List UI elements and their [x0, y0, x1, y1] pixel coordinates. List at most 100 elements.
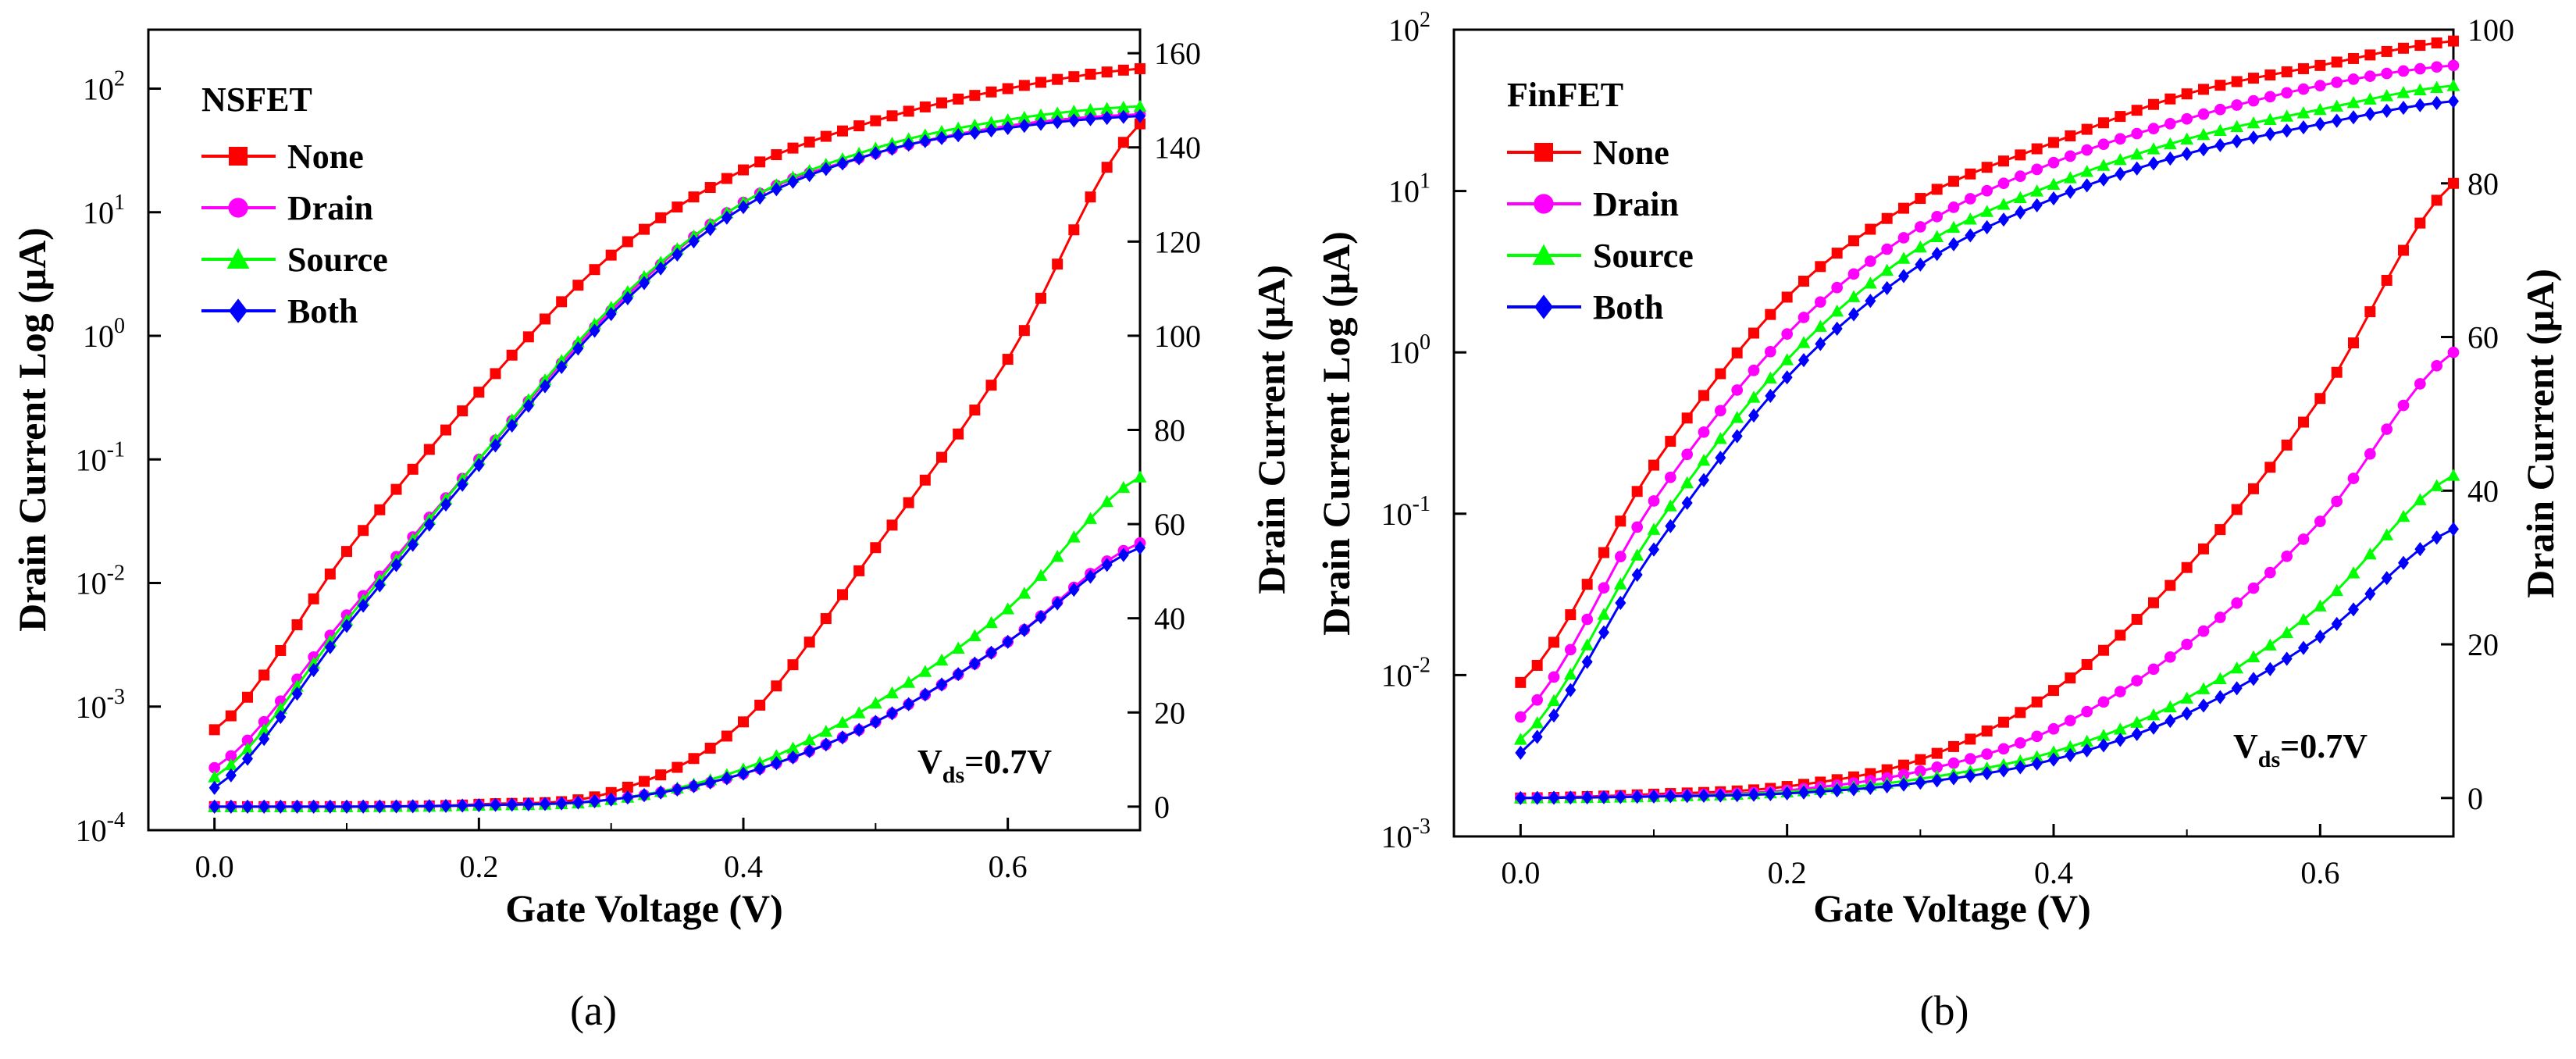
- data-point: [1680, 476, 1694, 489]
- data-point: [622, 291, 633, 305]
- data-point: [852, 706, 866, 718]
- data-point: [1913, 240, 1927, 253]
- data-point: [1865, 780, 1876, 795]
- data-point: [2081, 178, 2093, 193]
- data-point: [2131, 127, 2143, 140]
- data-point: [1865, 223, 1876, 235]
- data-point: [2413, 83, 2427, 95]
- data-point: [1781, 370, 1793, 385]
- data-point: [1781, 328, 1794, 341]
- data-point: [1101, 162, 1113, 173]
- data-point: [1563, 667, 1577, 680]
- data-point: [1715, 788, 1726, 803]
- data-point: [951, 121, 965, 134]
- data-point: [2081, 123, 2093, 135]
- data-point: [1597, 608, 1611, 620]
- data-point: [1530, 716, 1545, 729]
- data-point: [1665, 789, 1676, 804]
- data-point: [1565, 683, 1577, 697]
- data-point: [2197, 127, 2211, 141]
- panel-caption: (b): [1920, 987, 1969, 1034]
- data-point: [688, 779, 700, 793]
- data-point: [2214, 524, 2226, 536]
- legend-label: None: [287, 137, 364, 176]
- x-tick-label: 0.6: [989, 849, 1028, 884]
- data-point: [2148, 156, 2159, 171]
- x-tick-label: 0.6: [2300, 855, 2339, 890]
- data-point: [224, 758, 238, 771]
- data-point: [1997, 743, 2010, 755]
- data-point: [1002, 120, 1014, 136]
- y-right-tick-label: 80: [1154, 413, 1185, 448]
- data-point: [1947, 220, 1961, 234]
- data-point: [985, 86, 997, 98]
- data-point: [837, 156, 848, 171]
- data-point: [2031, 730, 2043, 743]
- data-point: [2130, 147, 2144, 160]
- data-point: [655, 261, 667, 276]
- data-point: [2431, 530, 2442, 545]
- data-point: [2231, 597, 2243, 609]
- data-point: [2098, 738, 2109, 753]
- data-point: [1798, 785, 1809, 800]
- data-point: [1731, 429, 1743, 444]
- data-point: [886, 706, 898, 721]
- data-point: [1068, 583, 1080, 597]
- data-point: [2048, 191, 2059, 206]
- data-point: [2264, 69, 2276, 80]
- data-point: [390, 799, 402, 814]
- data-point: [2331, 113, 2343, 128]
- data-point: [291, 799, 303, 814]
- data-point: [1765, 786, 1776, 801]
- data-point: [2130, 715, 2144, 728]
- x-axis-title: Gate Voltage (V): [505, 886, 783, 930]
- data-point: [1085, 191, 1096, 203]
- data-point: [903, 137, 914, 152]
- data-point: [754, 190, 766, 205]
- y-right-tick-label: 20: [1154, 695, 1185, 730]
- data-point: [2015, 149, 2026, 161]
- data-point: [903, 105, 914, 117]
- y-right-tick-label: 100: [1154, 319, 1201, 354]
- series-both: [1515, 94, 2459, 805]
- data-point: [985, 615, 998, 629]
- data-point: [2263, 638, 2277, 651]
- data-point: [2446, 79, 2460, 91]
- data-point: [969, 656, 981, 671]
- x-tick-label: 0.2: [459, 849, 498, 884]
- data-point: [1731, 788, 1743, 803]
- data-point: [2447, 59, 2460, 72]
- data-point: [919, 101, 931, 112]
- data-point: [836, 715, 850, 728]
- data-point: [2331, 616, 2343, 632]
- data-point: [2197, 108, 2210, 120]
- data-point: [1763, 371, 1777, 383]
- data-point: [1017, 110, 1031, 123]
- data-point: [291, 619, 303, 630]
- data-point: [919, 134, 931, 148]
- legend-marker: [226, 248, 250, 269]
- data-point: [803, 636, 815, 648]
- data-point: [589, 793, 600, 809]
- data-point: [2280, 109, 2294, 122]
- data-point: [1085, 569, 1096, 584]
- data-point: [639, 788, 650, 803]
- data-point: [786, 741, 800, 754]
- data-point: [2364, 49, 2376, 61]
- data-point: [2448, 522, 2459, 537]
- data-point: [208, 780, 220, 795]
- data-point: [2448, 35, 2459, 47]
- data-point: [275, 799, 287, 814]
- data-point: [2281, 123, 2293, 138]
- data-point: [1931, 184, 1943, 195]
- data-point: [1798, 353, 1809, 368]
- data-point: [2248, 130, 2259, 145]
- data-point: [1965, 733, 1976, 745]
- data-point: [2015, 760, 2026, 775]
- y-left-tick-label: 101: [1388, 169, 1431, 209]
- data-point: [1948, 771, 1959, 786]
- data-point: [1848, 782, 1859, 797]
- data-point: [2230, 661, 2244, 674]
- x-tick-label: 0.4: [724, 849, 763, 884]
- data-point: [1531, 694, 1544, 706]
